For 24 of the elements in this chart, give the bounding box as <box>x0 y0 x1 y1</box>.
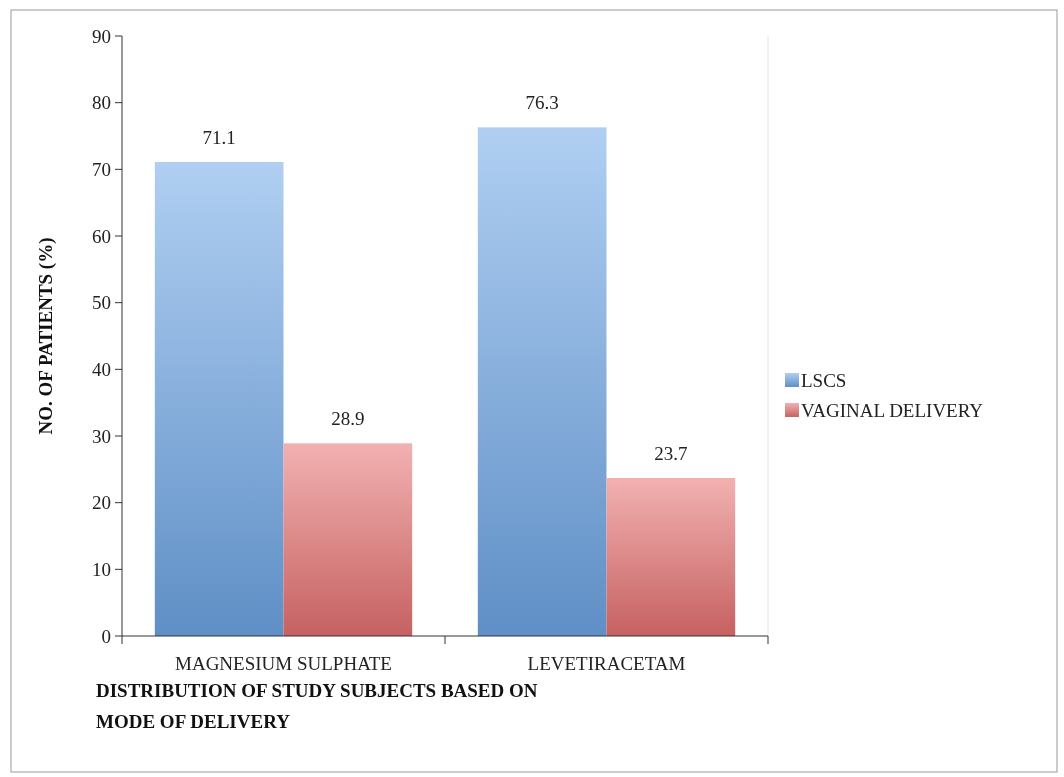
y-tick-label: 70 <box>92 158 111 180</box>
data-label: 28.9 <box>331 408 365 430</box>
y-tick-label: 80 <box>92 92 111 114</box>
y-axis-title: NO. OF PATIENTS (%) <box>35 237 57 435</box>
y-tick-label: 10 <box>92 558 111 580</box>
bar <box>606 478 736 636</box>
y-tick-label: 0 <box>101 625 111 647</box>
legend-label: LSCS <box>801 369 847 391</box>
y-tick-label: 20 <box>92 492 111 514</box>
bar <box>154 162 284 636</box>
data-label: 71.1 <box>202 127 236 148</box>
bar <box>283 443 413 636</box>
y-tick-label: 60 <box>92 225 111 247</box>
y-tick-label: 90 <box>92 25 111 47</box>
y-tick-label: 30 <box>92 425 111 447</box>
x-tick-label: LEVETIRACETAM <box>527 653 686 674</box>
data-label: 76.3 <box>525 92 559 114</box>
data-label: 23.7 <box>654 443 688 464</box>
text: DISTRIBUTION OF STUDY SUBJECTS BASED ON MODE OF DELIVERY <box>96 680 538 732</box>
legend-label: VAGINAL DELIVERY <box>801 399 984 421</box>
y-tick-label: 40 <box>92 358 111 380</box>
x-tick-label: MAGNESIUM SULPHATE <box>175 653 392 674</box>
y-tick-label: 50 <box>92 292 111 314</box>
bar <box>477 127 607 636</box>
